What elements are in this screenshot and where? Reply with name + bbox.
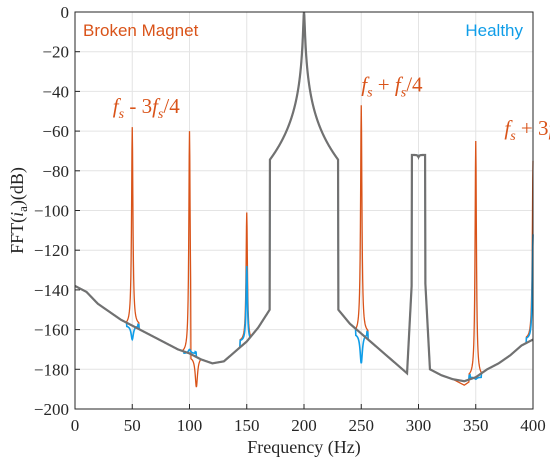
y-tick-label: 0: [61, 3, 70, 22]
peak-annotation: fs - 3fs/4: [113, 94, 180, 122]
x-tick-label: 250: [349, 416, 375, 435]
x-tick-label: 400: [520, 416, 546, 435]
axis-ticks: 0 50 100 150 200 250 300 350 400 0 −20 −40 −60 −80 −10…: [34, 3, 546, 435]
y-tick-label: −180: [34, 360, 69, 379]
y-axis-label: FFT(ia)(dB): [7, 167, 30, 254]
y-tick-label: −60: [42, 122, 69, 141]
y-tick-label: −140: [34, 281, 69, 300]
y-tick-label: −200: [34, 400, 69, 419]
y-tick-label: −40: [42, 82, 69, 101]
x-tick-label: 350: [463, 416, 489, 435]
grid: [74, 11, 534, 410]
x-tick-label: 0: [71, 416, 80, 435]
peak-annotation: fs + fs/4: [361, 72, 423, 100]
peak-annotation: fs + 3fs/4: [504, 116, 550, 144]
y-tick-label: −160: [34, 321, 69, 340]
x-tick-label: 50: [124, 416, 141, 435]
y-tick-label: −120: [34, 241, 69, 260]
legend-healthy: Healthy: [465, 21, 523, 40]
x-axis-label: Frequency (Hz): [247, 437, 360, 458]
y-tick-label: −100: [34, 202, 69, 221]
x-tick-label: 150: [234, 416, 260, 435]
legend-broken-magnet: Broken Magnet: [83, 21, 199, 40]
y-tick-label: −80: [42, 162, 69, 181]
x-tick-label: 100: [177, 416, 203, 435]
y-tick-label: −20: [42, 43, 69, 62]
annotations: fs - 3fs/4 fs + fs/4 fs + 3fs/4: [113, 72, 550, 144]
x-tick-label: 300: [406, 416, 432, 435]
x-tick-label: 200: [291, 416, 317, 435]
